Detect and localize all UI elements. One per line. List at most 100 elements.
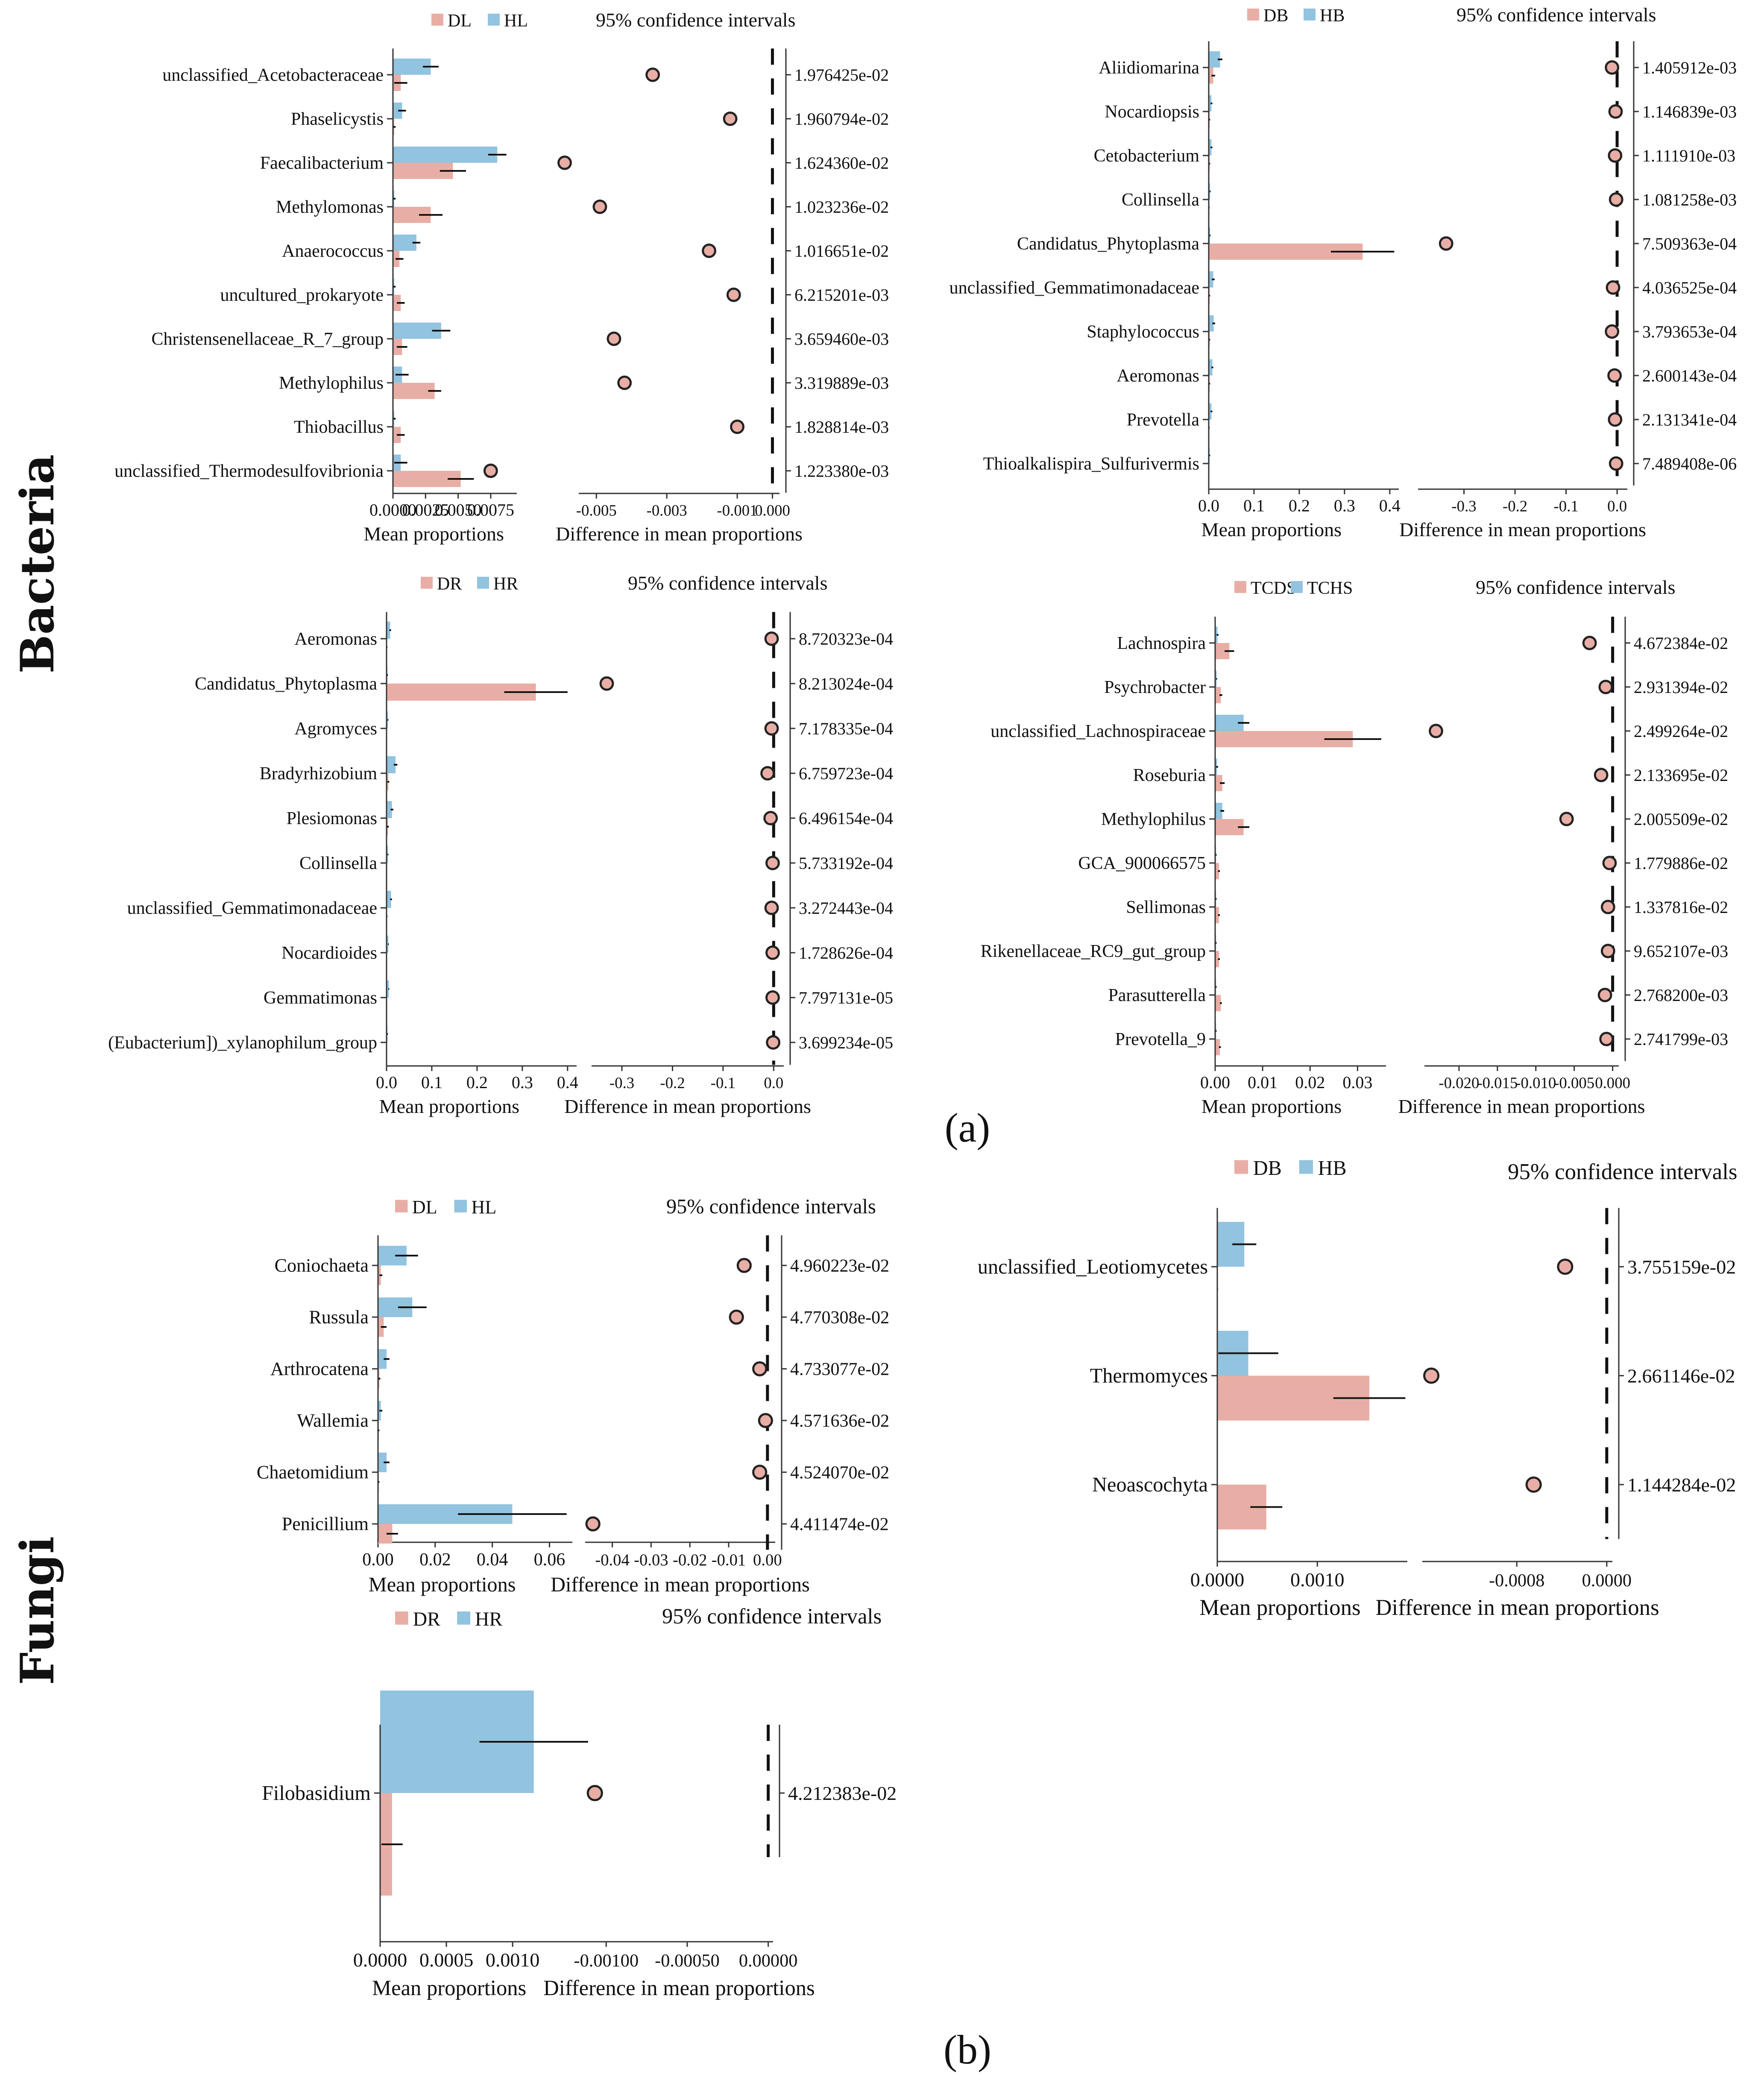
difference-point [726, 288, 741, 302]
category-row: Arthrocatena 4.733077e-02 [270, 1349, 889, 1388]
category-row: Prevotella_9 2.741799e-03 [1115, 1023, 1728, 1055]
category-row: Collinsella 5.733192e-04 [299, 846, 893, 880]
pvalue-label: 1.081258e-03 [1642, 190, 1737, 209]
category-row: GCA_900066575 1.779886e-02 [1078, 847, 1728, 879]
difference-point [1557, 1258, 1574, 1275]
category-row: Roseburia 2.133695e-02 [1133, 759, 1728, 791]
bar-hr [387, 936, 389, 953]
legend-swatch-db [1247, 9, 1259, 21]
diff-tick-label: 0.000 [1595, 1074, 1630, 1092]
mean-tick-label: 0.04 [477, 1550, 508, 1570]
category-label: Methylomonas [276, 197, 384, 217]
pvalue-label: 8.720323e-04 [799, 629, 893, 649]
pvalue-label: 1.405912e-03 [1642, 58, 1737, 77]
ci-title: 95% confidence intervals [1476, 576, 1675, 598]
mean-tick-label: 0.02 [1295, 1073, 1325, 1092]
difference-point [1600, 900, 1615, 914]
legend: DB HB [1234, 1157, 1347, 1180]
mean-tick-label: 0.0010 [486, 1949, 540, 1971]
pvalue-label: 6.496154e-04 [799, 809, 893, 828]
diff-tick-label: 0.0 [764, 1074, 783, 1092]
legend-swatch-tcds [1234, 581, 1246, 593]
pvalue-label: 1.337816e-02 [1634, 898, 1728, 917]
pvalue-label: 7.797131e-05 [799, 988, 893, 1007]
bar-hr [387, 622, 390, 639]
pvalue-label: 1.828814e-03 [794, 417, 889, 437]
bar-hr [387, 846, 388, 863]
mean-tick-label: 0.0000 [1190, 1569, 1245, 1591]
category-row: unclassified_Acetobacteraceae 1.976425e-0… [162, 59, 889, 91]
category-row: Agromyces 7.178335e-04 [294, 711, 893, 746]
category-label: Parasutterella [1108, 986, 1206, 1005]
category-row: Psychrobacter 2.931394e-02 [1104, 671, 1728, 703]
difference-point [1429, 724, 1443, 738]
category-label: Christensenellaceae_R_7_group [152, 329, 384, 349]
category-row: Coniochaeta 4.960223e-02 [275, 1246, 889, 1285]
ci-title: 95% confidence intervals [666, 1195, 876, 1218]
legend: DL HL [395, 1197, 496, 1218]
legend: DR HR [395, 1608, 502, 1630]
difference-point [730, 420, 744, 434]
difference-point [729, 1309, 744, 1325]
diff-axis-title: Difference in mean proportions [1399, 519, 1646, 540]
bar-tcds [1215, 907, 1219, 923]
pvalue-label: 1.960794e-02 [794, 109, 889, 129]
category-label: GCA_900066575 [1078, 854, 1206, 873]
diff-axis-title: Difference in mean proportions [564, 1095, 811, 1117]
difference-point [1525, 1476, 1542, 1493]
difference-point [1600, 944, 1615, 958]
bar-hb [1209, 183, 1210, 200]
category-label: Nocardiopsis [1105, 102, 1199, 122]
category-label: Thermomyces [1090, 1365, 1208, 1387]
pvalue-label: 4.571636e-02 [790, 1412, 889, 1431]
difference-point [607, 332, 621, 346]
pvalue-label: 4.733077e-02 [790, 1360, 889, 1380]
category-label: Aeromonas [1116, 366, 1199, 386]
pvalue-label: 3.699234e-05 [799, 1033, 893, 1052]
category-label: Prevotella [1127, 410, 1200, 430]
category-row: Plesiomonas 6.496154e-04 [287, 801, 893, 835]
diff-tick-label: -0.01 [712, 1551, 746, 1569]
mean-axis-title: Mean proportions [1201, 1095, 1342, 1117]
legend-label-tchs: TCHS [1307, 578, 1353, 598]
difference-point [1605, 324, 1620, 339]
pvalue-label: 3.319889e-03 [794, 373, 889, 393]
category-label: Russula [309, 1307, 369, 1328]
difference-point [758, 1413, 773, 1428]
pvalue-label: 7.509363e-04 [1642, 234, 1737, 253]
category-row: unclassified_Leotiomycetes 3.755159e-02 [978, 1222, 1736, 1312]
pvalue-label: 1.023236e-02 [794, 197, 889, 217]
category-label: Roseburia [1133, 766, 1206, 785]
difference-point [752, 1465, 768, 1480]
pvalue-label: 3.659460e-03 [794, 329, 889, 349]
diff-axis-title: Difference in mean proportions [1398, 1095, 1645, 1117]
pvalue-label: 1.624360e-02 [794, 153, 889, 173]
diff-axis: -0.00100 -0.00050 0.00000 Difference in mea… [543, 1941, 815, 2000]
pvalue-label: 2.661146e-02 [1627, 1365, 1735, 1387]
diff-tick-label: -0.001 [717, 502, 758, 519]
diff-axis: -0.04 -0.03 -0.02 -0.01 0.00 Difference in me… [551, 1541, 810, 1596]
bar-tcds [1215, 951, 1219, 967]
diff-tick-label: -0.015 [1477, 1074, 1518, 1092]
category-row: Russula 4.770308e-02 [309, 1297, 889, 1337]
pvalue-label: 4.036525e-04 [1642, 278, 1737, 297]
category-row: Prevotella 2.131341e-04 [1127, 403, 1737, 436]
difference-point [1594, 768, 1609, 782]
category-label: Chaetomidium [257, 1462, 369, 1483]
difference-point [765, 990, 780, 1005]
category-label: Cetobacterium [1094, 146, 1200, 166]
category-label: Prevotella_9 [1115, 1030, 1206, 1049]
mean-tick-label: 0.0050 [435, 500, 482, 520]
difference-point [1597, 988, 1612, 1002]
difference-point [1609, 456, 1623, 471]
category-row: Wallemia 4.571636e-02 [297, 1401, 889, 1440]
diff-tick-label: -0.005 [576, 502, 617, 519]
bar-tcds [1215, 995, 1221, 1011]
pvalue-label: 1.144284e-02 [1627, 1474, 1736, 1496]
category-row: unclassified_Thermodesulfovibrionia 1.223… [114, 455, 889, 487]
category-label: Aeromonas [294, 629, 377, 649]
legend-swatch-hl [488, 14, 500, 26]
bar-hl [378, 1349, 387, 1369]
